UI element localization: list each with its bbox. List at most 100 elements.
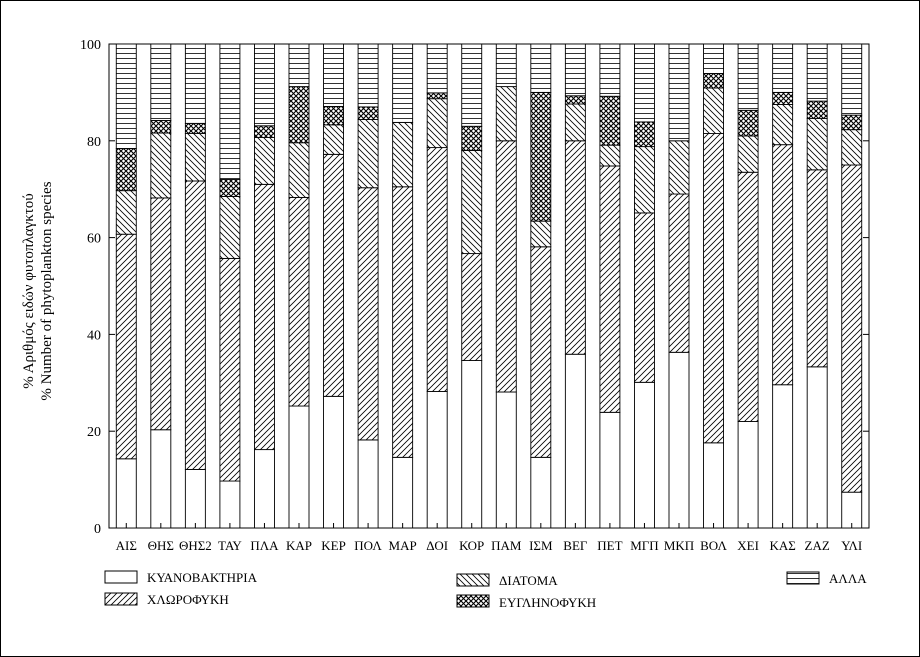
legend-label-diatoms: ΔΙΑΤΟΜΑ [499,573,558,588]
bar-segment-0-ΖΑΖ [806,366,828,529]
x-axis: ΑΙΣ ΘΗΣ ΘΗΣ2 ΤΑΥ ΠΛΑ ΚΑΡ ΚΕΡ ΠΟΛ ΜΑΡ ΔΟΙ ΚΟΡ ΠΑΜ ΙΣΜ… [116,523,862,553]
bar-segment-0-ΜΑΡ [392,456,414,529]
bar-segment-4-ΠΑΜ [495,43,517,88]
bar-segment-0-ΠΟΛ [357,439,379,529]
bar-segment-1-ΤΑΥ [219,257,241,482]
bar-segment-1-ΚΕΡ [323,153,344,397]
bar-segment-2-ΜΚΠ [668,140,690,195]
legend-swatch-other [786,571,820,585]
x-tick-label: ΥΛΙ [841,538,862,553]
bar-segment-0-ΔΟΙ [426,391,448,529]
bar-segment-2-ΠΕΤ [599,144,621,167]
bar-segment-0-ΚΕΡ [323,395,344,529]
bar-segment-1-ΚΑΡ [288,196,310,407]
bar-segment-1-ΜΓΠ [634,212,655,383]
x-tick-label: ΜΑΡ [389,538,417,553]
bar-segment-3-ΧΕΙ [737,109,759,137]
bar-segment-4-ΘΗΣ [150,43,172,121]
x-tick-label: ΙΣΜ [529,538,553,553]
x-tick-label: ΠΑΜ [491,538,522,553]
bar-segment-0-ΘΗΣ2 [184,468,206,529]
y-tick-label: 100 [80,38,101,53]
bar-segment-0-ΚΟΡ [461,360,483,529]
bar-segment-4-ΜΚΠ [668,43,690,142]
bar-segment-1-ΠΑΜ [495,140,517,393]
bar-segment-0-ΜΚΠ [668,351,690,529]
legend-label-cyanobacteria: ΚΥΑΝΟΒΑΚΤΗΡΙΑ [147,570,258,585]
bar-segment-1-ΘΗΣ [150,197,172,431]
x-tick-label: ΠΟΛ [354,538,382,553]
bar-segment-3-ΚΕΡ [323,105,344,126]
legend-label-euglenophyta: ΕΥΓΛΗΝΟΦΥΚΗ [499,595,596,610]
bar-segment-2-ΑΙΣ [115,190,137,235]
bar-segment-2-ΚΑΣ [772,104,794,146]
bar-segment-2-ΜΓΠ [634,146,655,214]
bar-segment-2-ΚΕΡ [323,124,344,155]
bar-segment-3-ΚΑΣ [772,91,794,105]
x-tick-label: ΑΙΣ [116,538,137,553]
legend: ΚΥΑΝΟΒΑΚΤΗΡΙΑ ΧΛΩΡΟΦΥΚΗ ΔΙΑΤΟΜΑ ΕΥΓΛΗΝΟΦ… [104,570,867,610]
bar-segment-3-ΠΕΤ [599,95,621,146]
bar-segment-4-ΠΟΛ [357,43,379,108]
bar-segment-0-ΥΛΙ [841,491,863,529]
bar-segment-4-ΚΟΡ [461,43,483,127]
y-axis: 0 20 40 60 80 100 [80,38,869,537]
bar-segment-3-ΘΗΣ2 [184,122,206,134]
x-tick-label: ΘΗΣ2 [179,538,212,553]
bar-segment-1-ΠΟΛ [357,187,379,441]
bar-segment-3-ΘΗΣ [150,120,172,134]
bar-segment-2-ΖΑΖ [806,118,828,171]
bar-segment-1-ΚΑΣ [772,144,794,386]
y-axis-label-greek: % Αριθμός ειδών φυτοπλαγκτού [21,193,37,388]
bar-segment-3-ΖΑΖ [806,100,828,119]
bar-segment-2-ΤΑΥ [219,196,241,259]
bar-segment-4-ΜΓΠ [634,43,655,123]
bar-segment-4-ΚΑΣ [772,43,794,93]
bar-segment-2-ΧΕΙ [737,135,759,173]
y-axis-label: % Αριθμός ειδών φυτοπλαγκτού % Number of… [21,181,55,400]
plot-frame [108,43,870,529]
x-tick-label: ΚΑΡ [286,538,312,553]
bar-segment-4-ΔΟΙ [426,43,448,94]
bar-segment-3-ΒΕΓ [564,95,586,105]
bar-segment-0-ΚΑΡ [288,405,310,529]
x-tick-label: ΒΟΛ [700,538,727,553]
bar-segment-2-ΠΛΑ [254,136,275,185]
bars-group [115,43,863,529]
x-tick-label: ΠΕΤ [597,538,622,553]
y-tick-label: 0 [94,522,101,537]
legend-label-other: ΑΛΛΑ [829,571,867,586]
bar-segment-0-ΠΕΤ [599,411,621,529]
legend-swatch-euglenophyta [456,594,490,608]
bar-segment-4-ΠΛΑ [254,43,275,127]
x-tick-label: ΜΚΠ [664,538,694,553]
bar-segment-2-ΥΛΙ [841,129,863,166]
bar-segment-1-ΜΚΠ [668,193,690,353]
bar-segment-2-ΚΑΡ [288,142,310,198]
bar-segment-1-ΘΗΣ2 [184,180,206,470]
bar-segment-0-ΚΑΣ [772,384,794,529]
x-tick-label: ΔΟΙ [426,538,448,553]
bar-segment-3-ΠΛΑ [254,125,275,138]
bar-segment-1-ΒΟΛ [703,133,724,444]
bar-segment-3-ΥΛΙ [841,114,863,131]
bar-segment-3-ΚΑΡ [288,86,310,144]
x-tick-label: ΖΑΖ [805,538,830,553]
bar-segment-0-ΑΙΣ [115,458,137,529]
x-tick-label: ΘΗΣ [148,538,174,553]
bar-segment-0-ΒΕΓ [564,353,586,529]
bar-segment-2-ΚΟΡ [461,150,483,255]
bar-segment-2-ΙΣΜ [530,220,552,248]
bar-segment-1-ΙΣΜ [530,246,552,458]
bar-segment-1-ΔΟΙ [426,147,448,392]
bar-segment-1-ΚΟΡ [461,253,483,361]
x-tick-label: ΚΟΡ [459,538,484,553]
bar-segment-2-ΔΟΙ [426,98,448,149]
bar-segment-4-ΚΑΡ [288,43,310,88]
bar-segment-2-ΒΕΓ [564,103,586,142]
bar-segment-2-ΠΟΛ [357,119,379,189]
bar-segment-0-ΙΣΜ [530,456,552,529]
bar-segment-4-ΑΙΣ [115,43,137,149]
